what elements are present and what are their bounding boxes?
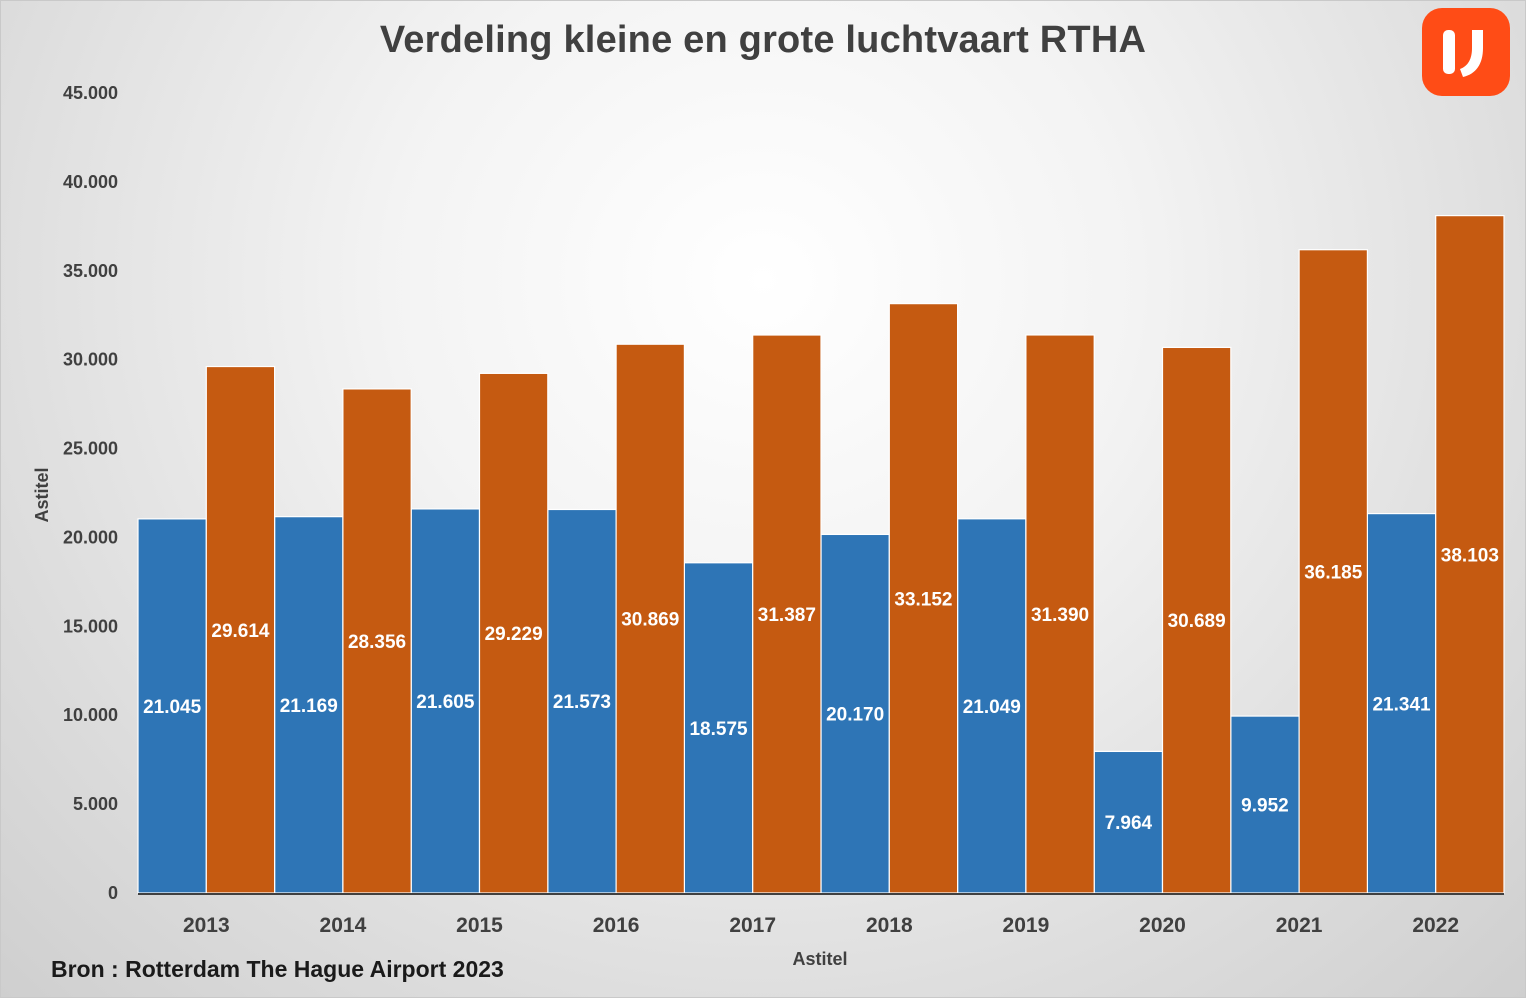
source-note: Bron : Rotterdam The Hague Airport 2023 (51, 956, 504, 982)
data-label-2019-series-1: 21.049 (963, 697, 1021, 718)
y-axis-title: Astitel (32, 467, 52, 522)
x-tick-label-2013: 2013 (183, 914, 230, 937)
bar-2021-series-1 (1230, 715, 1300, 894)
data-label-2017-series-2: 31.387 (758, 605, 816, 626)
x-tick-label-2019: 2019 (1003, 914, 1050, 937)
data-label-2014-series-2: 28.356 (348, 632, 406, 653)
data-label-2021-series-1: 9.952 (1241, 796, 1289, 817)
x-tick-label-2020: 2020 (1139, 914, 1186, 937)
bar-2013-series-2 (205, 365, 276, 894)
bar-2019-series-2 (1025, 334, 1095, 894)
bar-2020-series-1 (1093, 750, 1164, 894)
bar-2014-series-1 (274, 516, 344, 894)
bar-2017-series-2 (752, 334, 822, 894)
bar-2015-series-1 (410, 508, 481, 894)
data-label-2017-series-1: 18.575 (689, 719, 748, 740)
x-tick-label-2017: 2017 (729, 914, 776, 937)
ij-logo-icon (1422, 8, 1510, 96)
bar-2021-series-2 (1298, 249, 1368, 894)
x-tick-label-2016: 2016 (593, 914, 640, 937)
x-axis-title: Astitel (792, 949, 847, 969)
y-axis-ticks: 0 5.000 10.000 15.000 20.000 25.000 30.000 35.0… (63, 83, 118, 903)
y-tick-label: 45.000 (63, 83, 118, 103)
bar-2018-series-2 (888, 303, 959, 894)
data-label-2019-series-2: 31.390 (1031, 605, 1089, 626)
y-tick-label: 25.000 (63, 439, 118, 459)
data-label-2020-series-1: 7.964 (1105, 813, 1153, 834)
y-tick-label: 15.000 (63, 616, 118, 636)
data-label-2018-series-1: 20.170 (826, 705, 884, 726)
y-tick-label: 0 (108, 883, 118, 903)
data-label-2022-series-2: 38.103 (1441, 545, 1499, 566)
data-label-2013-series-2: 29.614 (211, 621, 270, 642)
y-tick-label: 10.000 (63, 705, 118, 725)
y-tick-label: 5.000 (73, 794, 118, 814)
x-tick-label-2018: 2018 (866, 914, 913, 937)
bar-2020-series-2 (1161, 346, 1232, 894)
data-label-2022-series-1: 21.341 (1372, 694, 1431, 715)
data-label-2015-series-1: 21.605 (416, 692, 475, 713)
data-label-2016-series-2: 30.869 (621, 610, 679, 631)
y-tick-label: 40.000 (63, 172, 118, 192)
y-tick-label: 30.000 (63, 350, 118, 370)
bars-layer (137, 215, 1505, 894)
bar-2015-series-2 (478, 372, 549, 894)
data-label-2020-series-2: 30.689 (1168, 611, 1226, 632)
data-labels-layer: 21.045 21.169 21.605 21.573 18.575 20.170 21.0… (143, 545, 1499, 834)
x-axis-ticks: 2013 2014 2015 2016 2017 2018 2019 2020 2021 2022 (183, 914, 1459, 937)
data-label-2021-series-2: 36.185 (1304, 562, 1363, 583)
data-label-2013-series-1: 21.045 (143, 697, 202, 718)
y-tick-label: 35.000 (63, 261, 118, 281)
y-tick-label: 20.000 (63, 527, 118, 547)
data-label-2014-series-1: 21.169 (280, 696, 338, 717)
bar-2016-series-2 (615, 343, 685, 894)
data-label-2018-series-2: 33.152 (894, 589, 952, 610)
x-tick-label-2021: 2021 (1276, 914, 1323, 937)
data-label-2016-series-1: 21.573 (553, 692, 611, 713)
chart-title: Verdeling kleine en grote luchtvaart RTH… (379, 19, 1147, 61)
x-tick-label-2022: 2022 (1412, 914, 1459, 937)
x-tick-label-2014: 2014 (320, 914, 367, 937)
x-tick-label-2015: 2015 (456, 914, 503, 937)
data-label-2015-series-2: 29.229 (485, 624, 543, 645)
